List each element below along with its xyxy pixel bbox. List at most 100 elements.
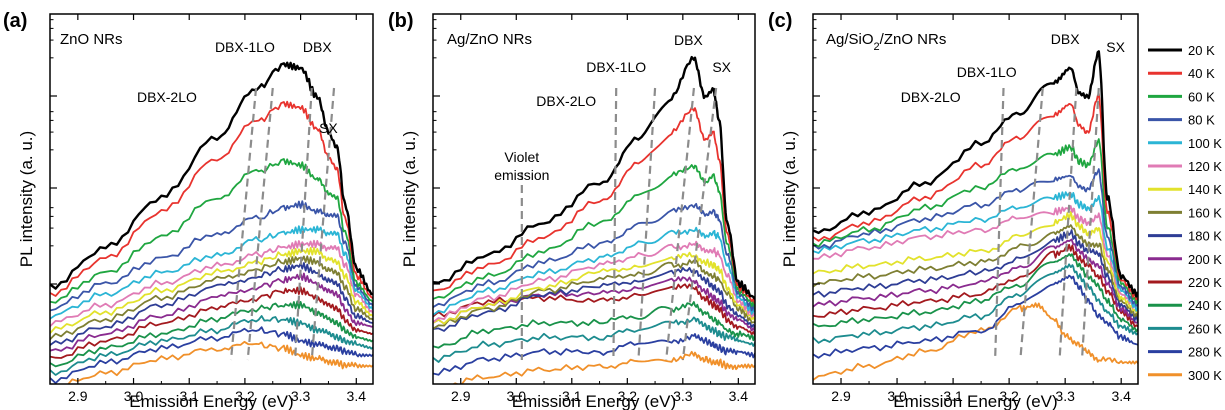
series-line-80k [50, 200, 373, 312]
annotation-labels: DBX-2LO DBX-1LO DBX SX [137, 39, 338, 136]
y-ticks [50, 19, 57, 285]
series-line-160k [813, 224, 1138, 318]
series-line-60k [50, 158, 373, 304]
peak-guide-dbx-1lo [246, 87, 274, 361]
x-axis-title: Emission Energy (eV) [129, 392, 293, 410]
panel-title: Ag/SiO2/ZnO NRs [826, 31, 946, 53]
panel-label: (a) [3, 10, 27, 32]
peak-guide-dbx-2lo [994, 87, 1005, 361]
annotation-violet-line1: Violet [504, 149, 539, 165]
series-line-260k [813, 263, 1138, 344]
legend: 20 K 40 K 60 K 80 K 100 K 120 K 140 K 160 K 180 … [1148, 43, 1222, 383]
x-tick-label: 3.2 [618, 388, 638, 404]
series-line-140k [50, 246, 373, 334]
peak-guides [994, 87, 1100, 361]
peak-guide-sx [310, 87, 336, 361]
series-line-200k [433, 276, 755, 333]
legend-label: 260 K [1188, 321, 1222, 336]
legend-label: 300 K [1188, 368, 1222, 383]
x-tick-label: 3.2 [235, 388, 255, 404]
peak-guide-dbx-2lo [612, 87, 618, 361]
peak-guide-dbx [665, 87, 696, 361]
y-axis-title: PL intensity (a. u.) [780, 131, 799, 267]
series-line-40k [50, 100, 373, 299]
series-line-120k [50, 239, 373, 328]
series-line-220k [433, 283, 755, 336]
peak-guide-dbx-1lo [1019, 87, 1044, 361]
annotation-dbx-2lo: DBX-2LO [536, 93, 596, 109]
annotation-labels: DBX-2LO DBX-1LO DBX SX [901, 31, 1126, 105]
legend-label: 200 K [1188, 252, 1222, 267]
series-line-300k [61, 340, 373, 384]
annotation-sx: SX [319, 120, 338, 136]
panel-label: (c) [768, 10, 792, 32]
peak-guides [229, 87, 336, 361]
panel-2: 2.9 3.0 3.1 3.2 3.3 3.4 (b) Ag/ZnO NRs Violet emi… [388, 10, 756, 410]
panel-1: 2.9 3.0 3.1 3.2 3.3 3.4 (a) ZnO NRs DBX-2LO DBX-1… [3, 10, 374, 410]
x-tick-label: 3.0 [887, 388, 907, 404]
legend-label: 120 K [1188, 159, 1222, 174]
legend-label: 280 K [1188, 345, 1222, 360]
series-line-20k [50, 61, 373, 296]
annotation-dbx-2lo: DBX-2LO [137, 89, 197, 105]
series-line-260k [50, 315, 373, 376]
x-tick-label: 3.1 [562, 388, 582, 404]
y-ticks [433, 19, 440, 285]
series-line-240k [433, 301, 755, 349]
annotation-dbx-1lo: DBX-1LO [957, 64, 1017, 80]
peak-guide-dbx [293, 87, 313, 361]
x-ticks: 2.9 3.0 3.1 3.2 3.3 3.4 [68, 14, 366, 404]
x-tick-label: 2.9 [68, 388, 88, 404]
legend-label: 40 K [1188, 66, 1215, 81]
series-line-280k [813, 274, 1138, 359]
annotation-dbx-1lo: DBX-1LO [586, 59, 646, 75]
legend-label: 180 K [1188, 229, 1222, 244]
legend-label: 240 K [1188, 298, 1222, 313]
plot-frame [432, 13, 756, 385]
series-line-140k [813, 210, 1138, 314]
series-line-200k [813, 238, 1138, 324]
x-tick-label: 3.3 [1055, 388, 1075, 404]
annotation-dbx: DBX [1051, 31, 1080, 47]
x-tick-label: 3.2 [999, 388, 1019, 404]
series-line-300k [813, 302, 1138, 381]
series-line-140k [433, 251, 755, 325]
annotation-sx: SX [1106, 39, 1125, 55]
annotation-labels: VioletemissionViolet emissionDBX-2LODBX-… [494, 32, 731, 183]
legend-label: 60 K [1188, 89, 1215, 104]
x-tick-label: 3.4 [1111, 388, 1131, 404]
x-tick-label: 3.3 [291, 388, 311, 404]
series-line-80k [433, 202, 755, 313]
legend-label: 80 K [1188, 113, 1215, 128]
subscript: 2 [874, 41, 880, 53]
series-line-80k [813, 168, 1138, 307]
series-line-120k [433, 240, 755, 323]
y-axis-title: PL intensity (a. u.) [17, 131, 36, 267]
series-line-40k [433, 106, 755, 305]
series-line-260k [433, 316, 755, 363]
peak-guide-dbx [1058, 87, 1078, 361]
peak-guide-sx [1080, 87, 1100, 361]
x-axis-title: Emission Energy (eV) [893, 392, 1057, 410]
annotation-dbx: DBX [303, 39, 332, 55]
series-line-60k [813, 138, 1138, 305]
peak-guide-dbx-2lo [229, 87, 258, 361]
x-ticks: 2.9 3.0 3.1 3.2 3.3 3.4 [831, 14, 1131, 404]
x-tick-label: 3.0 [507, 388, 527, 404]
x-tick-label: 2.9 [451, 388, 471, 404]
peak-guide-sx [681, 87, 718, 361]
x-ticks: 2.9 3.0 3.1 3.2 3.3 3.4 [451, 14, 748, 404]
series-line-180k [813, 229, 1138, 323]
series-line-280k [50, 326, 373, 384]
series-line-60k [433, 164, 755, 309]
series-line-240k [813, 253, 1138, 333]
peak-guides [520, 87, 718, 361]
series-line-300k [442, 350, 755, 384]
panel-3: 2.9 3.0 3.1 3.2 3.3 3.4(c)Ag/SiO2/ZnO NRsDBX-… [768, 10, 1139, 410]
series-line-220k [813, 243, 1138, 328]
plot-frame [49, 13, 374, 385]
series-line-120k [813, 205, 1138, 312]
panel-label: (b) [388, 10, 414, 32]
x-tick-label: 3.1 [179, 388, 199, 404]
